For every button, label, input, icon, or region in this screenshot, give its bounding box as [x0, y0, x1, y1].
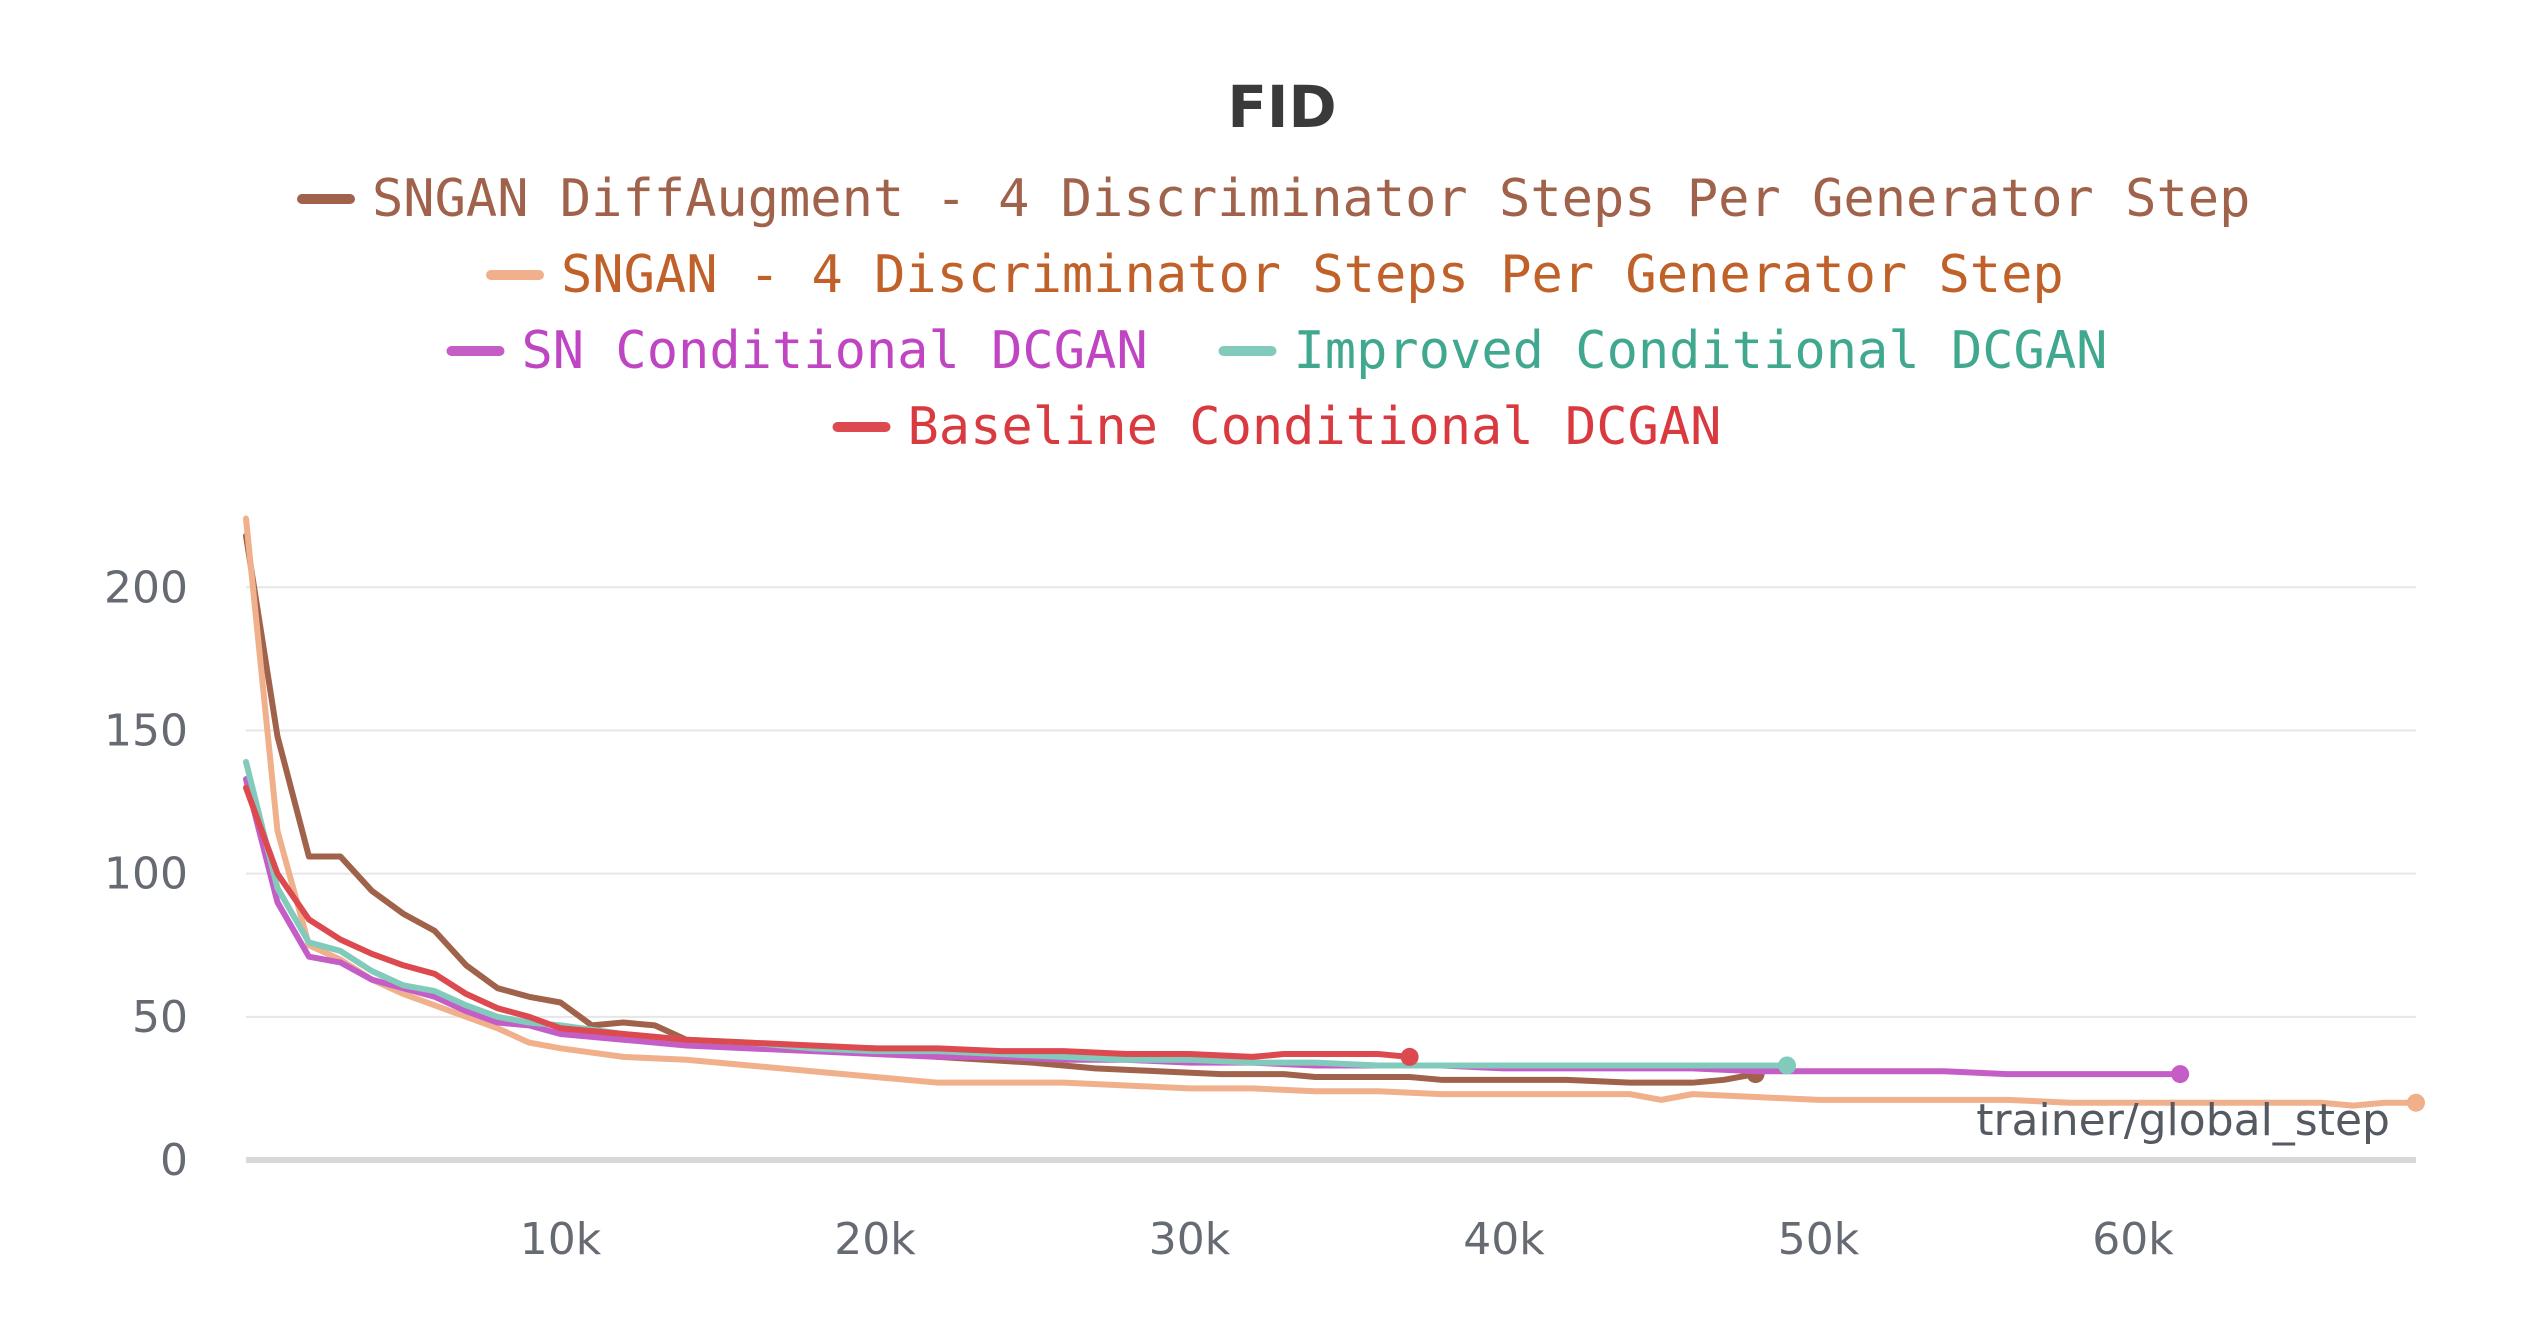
legend-label: SNGAN DiffAugment - 4 Discriminator Step… — [372, 169, 2250, 229]
series-line-3 — [243, 776, 2184, 1078]
x-tick-label: 30k — [1149, 1214, 1231, 1265]
x-tick-label: 40k — [1463, 1214, 1545, 1265]
legend-item: SNGAN DiffAugment - 4 Discriminator Step… — [297, 169, 2250, 229]
x-tick-label: 60k — [2092, 1214, 2174, 1265]
series-line-1 — [243, 532, 1759, 1086]
y-tick-label: 200 — [104, 562, 188, 613]
y-tick-label: 150 — [104, 705, 188, 756]
chart-series — [243, 515, 2425, 1112]
legend-item: Improved Conditional DCGAN — [1218, 321, 2108, 381]
y-tick-label: 0 — [160, 1135, 188, 1186]
chart-title: FID — [1227, 73, 1336, 141]
chart-grid — [246, 586, 2416, 1018]
series-end-point-4 — [1778, 1056, 1797, 1075]
legend-label: SN Conditional DCGAN — [522, 321, 1148, 381]
legend-label: SNGAN - 4 Discriminator Steps Per Genera… — [561, 245, 2064, 305]
legend-item: SN Conditional DCGAN — [446, 321, 1148, 381]
legend-label: Baseline Conditional DCGAN — [908, 397, 1722, 457]
chart-axes: 0 50 100 150 200 10k 20k 30k 40k 50k 60k — [104, 562, 2416, 1265]
legend-label: Improved Conditional DCGAN — [1294, 321, 2108, 381]
x-tick-label: 10k — [520, 1214, 602, 1265]
legend-item: SNGAN - 4 Discriminator Steps Per Genera… — [486, 245, 2064, 305]
series-end-point-3 — [2171, 1065, 2190, 1084]
x-axis-label: trainer/global_step — [1976, 1095, 2390, 1146]
legend-item: Baseline Conditional DCGAN — [832, 397, 1722, 457]
y-tick-label: 50 — [132, 992, 188, 1043]
y-tick-label: 100 — [104, 849, 188, 900]
chart-legend: SNGAN DiffAugment - 4 Discriminator Step… — [297, 169, 2250, 457]
x-tick-label: 50k — [1778, 1214, 1860, 1265]
series-line-5 — [243, 784, 1413, 1060]
series-end-point-2 — [2407, 1093, 2425, 1112]
series-line-2 — [243, 515, 2419, 1109]
series-end-point-5 — [1400, 1047, 1419, 1066]
x-tick-label: 20k — [834, 1214, 916, 1265]
